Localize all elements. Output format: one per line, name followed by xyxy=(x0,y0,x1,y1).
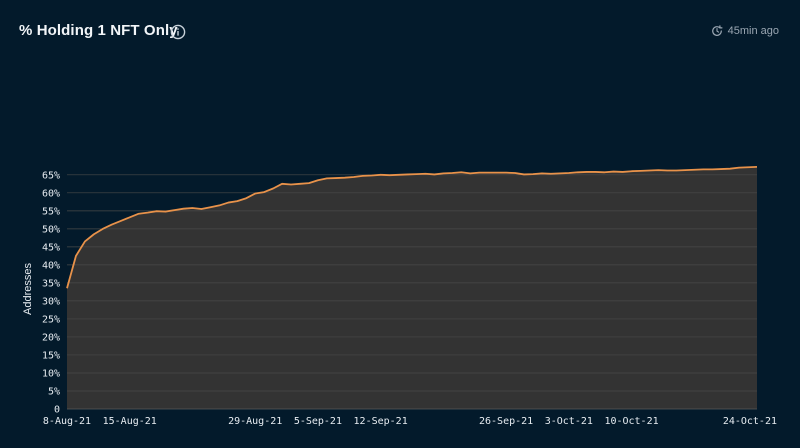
y-tick-label: 25% xyxy=(42,314,60,325)
x-tick-label: 8-Aug-21 xyxy=(43,416,91,427)
y-tick-label: 15% xyxy=(42,350,60,361)
series-line xyxy=(66,165,758,289)
last-updated-text: 45min ago xyxy=(727,25,779,37)
y-tick-label: 35% xyxy=(42,278,60,289)
y-tick-label: 5% xyxy=(48,386,60,397)
x-tick-label: 3-Oct-21 xyxy=(545,416,593,427)
y-tick-label: 0 xyxy=(54,405,60,416)
y-tick-label: 60% xyxy=(42,188,60,199)
y-tick-label: 30% xyxy=(42,296,60,307)
area-fill xyxy=(67,166,757,409)
y-tick-label: 50% xyxy=(42,224,60,235)
y-tick-label: 40% xyxy=(42,260,60,271)
x-tick-label: 15-Aug-21 xyxy=(103,416,157,427)
y-axis-label: Addresses xyxy=(22,263,34,315)
y-tick-label: 20% xyxy=(42,332,60,343)
x-tick-label: 26-Sep-21 xyxy=(479,416,533,427)
x-tick-label: 12-Sep-21 xyxy=(354,416,408,427)
x-tick-label: 29-Aug-21 xyxy=(228,416,282,427)
chart-title: % Holding 1 NFT Only xyxy=(19,22,178,39)
y-tick-label: 65% xyxy=(42,170,60,181)
y-tick-label: 55% xyxy=(42,206,60,217)
clock-refresh-icon xyxy=(711,25,723,36)
y-tick-label: 45% xyxy=(42,242,60,253)
y-tick-label: 10% xyxy=(42,368,60,379)
x-tick-label: 5-Sep-21 xyxy=(294,416,342,427)
x-tick-label: 24-Oct-21 xyxy=(723,416,777,427)
last-updated: 45min ago xyxy=(711,25,779,37)
x-tick-label: 10-Oct-21 xyxy=(604,416,658,427)
chart-header: % Holding 1 NFT Only 45min ago xyxy=(0,0,800,64)
info-circle-icon[interactable] xyxy=(170,24,186,40)
